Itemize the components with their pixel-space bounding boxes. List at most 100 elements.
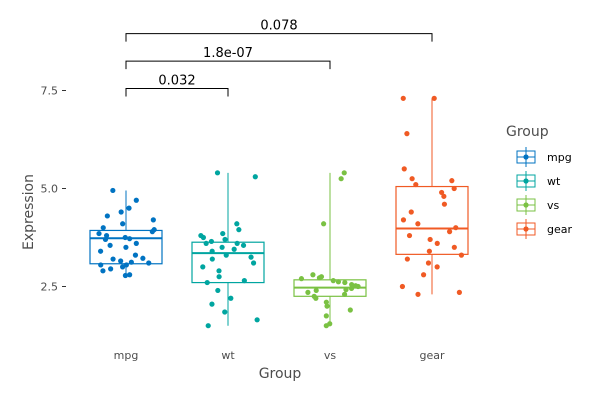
point-vs-18 [330, 278, 336, 284]
point-mpg-20 [103, 232, 110, 239]
point-gear-16 [400, 217, 407, 223]
point-mpg-11 [140, 255, 146, 261]
point-wt-29 [214, 170, 221, 176]
y-tick-label-2.5: 2.5 [41, 281, 59, 294]
legend-key-point-mpg [523, 154, 529, 160]
point-vs-2 [323, 313, 329, 319]
box-body-wt [191, 241, 265, 284]
x-tick-label-gear: gear [419, 349, 444, 362]
point-wt-8 [216, 274, 222, 280]
point-gear-9 [451, 244, 457, 250]
point-vs-23 [321, 221, 327, 227]
legend-item-vs: vs [516, 195, 560, 215]
point-gear-20 [439, 189, 445, 196]
point-vs-11 [343, 287, 349, 293]
point-vs-21 [318, 274, 325, 280]
point-vs-3 [347, 307, 353, 313]
point-mpg-2 [100, 268, 106, 274]
point-gear-11 [427, 236, 433, 243]
point-mpg-27 [104, 213, 110, 219]
point-mpg-28 [118, 209, 124, 215]
point-mpg-1 [127, 272, 133, 278]
bracket-label-mpg-vs: 1.8e-07 [203, 46, 253, 61]
y-axis-title: Expression [21, 174, 37, 250]
point-mpg-3 [108, 266, 114, 272]
x-axis: mpg wt vs gear [114, 349, 445, 362]
point-wt-3 [209, 301, 215, 307]
point-wt-14 [223, 252, 229, 258]
point-wt-17 [219, 244, 225, 250]
y-tick-label-5.0: 5.0 [41, 183, 59, 196]
point-vs-4 [324, 303, 330, 309]
box-body-gear [395, 185, 469, 255]
x-tick-label-wt: wt [221, 349, 235, 362]
point-mpg-21 [96, 230, 102, 237]
comparison-brackets: 0.032 1.8e-07 0.078 [125, 19, 433, 97]
y-tick-label-7.5: 7.5 [41, 85, 59, 98]
point-mpg-26 [150, 217, 156, 223]
point-wt-9 [216, 268, 222, 274]
point-vs-7 [311, 293, 317, 299]
point-wt-28 [252, 174, 258, 180]
box-vs [293, 172, 367, 326]
point-vs-9 [305, 289, 311, 295]
bracket-label-mpg-gear: 0.078 [260, 19, 297, 34]
legend-key-point-vs [523, 202, 529, 208]
point-gear-18 [441, 201, 448, 207]
bracket-mpg-wt: 0.032 [125, 74, 229, 97]
box-wt [191, 172, 265, 326]
legend-label-mpg: mpg [547, 151, 572, 164]
point-wt-11 [250, 260, 257, 266]
point-wt-16 [231, 246, 237, 252]
point-gear-1 [456, 289, 462, 295]
jitter-points [96, 95, 465, 329]
point-gear-10 [434, 240, 440, 246]
point-wt-22 [222, 236, 228, 243]
point-wt-2 [222, 309, 228, 315]
x-tick-label-vs: vs [324, 349, 337, 362]
legend-item-wt: wt [516, 171, 561, 191]
point-mpg-17 [102, 236, 109, 243]
point-wt-13 [248, 254, 254, 260]
point-mpg-31 [110, 187, 116, 194]
point-vs-1 [327, 321, 333, 327]
point-vs-10 [313, 287, 319, 294]
point-gear-22 [413, 181, 419, 188]
point-gear-7 [458, 252, 465, 258]
bracket-line-mpg-wt [125, 88, 229, 97]
point-vs-25 [341, 170, 347, 176]
y-axis: 2.5 5.0 7.5 [41, 85, 66, 294]
point-wt-24 [198, 232, 204, 239]
point-gear-5 [425, 260, 432, 266]
legend-item-mpg: mpg [516, 147, 572, 167]
legend-label-gear: gear [547, 223, 572, 236]
point-gear-21 [451, 185, 457, 192]
point-mpg-25 [120, 221, 126, 227]
point-vs-12 [348, 285, 355, 292]
point-wt-1 [254, 317, 260, 323]
point-wt-20 [203, 240, 209, 246]
legend-label-wt: wt [547, 175, 561, 188]
point-mpg-9 [118, 258, 124, 264]
point-gear-2 [399, 283, 406, 290]
point-gear-12 [406, 232, 413, 239]
point-mpg-8 [128, 259, 134, 265]
point-gear-3 [420, 272, 427, 278]
point-mpg-5 [123, 262, 129, 268]
point-mpg-7 [146, 260, 152, 266]
point-mpg-10 [110, 256, 116, 262]
point-wt-5 [215, 287, 221, 294]
point-gear-0 [415, 291, 421, 297]
point-gear-19 [441, 193, 447, 199]
point-mpg-23 [151, 227, 157, 233]
point-gear-25 [401, 166, 407, 172]
point-vs-24 [338, 176, 344, 182]
point-mpg-0 [122, 272, 129, 279]
bracket-line-mpg-gear [125, 33, 433, 42]
point-mpg-13 [97, 248, 104, 254]
point-wt-10 [200, 264, 206, 270]
point-mpg-14 [123, 244, 129, 250]
box-gear [395, 98, 469, 295]
point-gear-26 [404, 131, 410, 137]
